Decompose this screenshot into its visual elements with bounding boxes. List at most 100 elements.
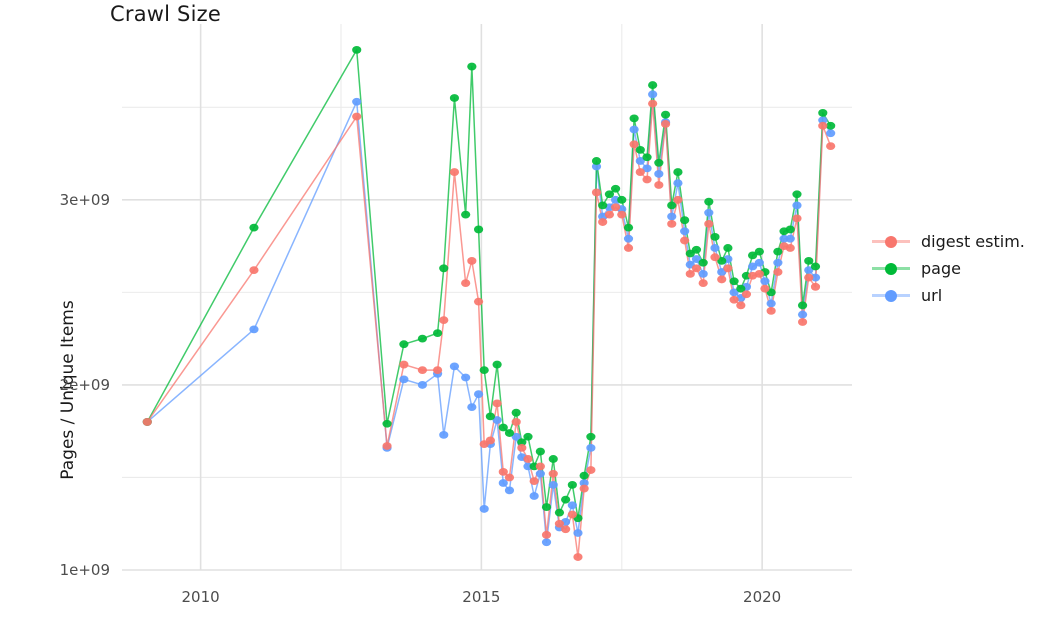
data-point (352, 46, 362, 54)
data-point (717, 257, 727, 265)
x-tick-label: 2010 (181, 588, 220, 606)
data-point (591, 157, 602, 165)
data-point (704, 219, 714, 228)
data-point (792, 214, 802, 223)
data-point (504, 429, 515, 437)
data-point (680, 236, 690, 245)
legend-item[interactable]: digest estim. (872, 228, 1052, 255)
data-point (766, 306, 776, 315)
legend-label: url (921, 286, 943, 305)
data-point (432, 366, 443, 375)
data-point (492, 360, 502, 369)
data-point (797, 310, 808, 319)
data-point (680, 216, 690, 225)
data-point (467, 257, 477, 265)
y-tick-label: 1e+09 (59, 561, 110, 579)
data-point (698, 258, 708, 267)
data-point (680, 227, 690, 236)
legend-key-icon (872, 228, 910, 255)
data-point (629, 114, 639, 123)
data-point (473, 225, 484, 234)
data-point (573, 553, 583, 561)
data-point (548, 455, 558, 463)
data-point (741, 290, 752, 299)
data-point (685, 269, 695, 278)
data-point (617, 210, 627, 219)
data-point (449, 168, 460, 176)
legend-key-dot (885, 236, 897, 248)
data-point (567, 480, 577, 489)
data-point (818, 121, 828, 130)
data-point (792, 201, 802, 210)
data-point (792, 190, 802, 199)
data-point (249, 266, 259, 275)
data-point (818, 108, 828, 117)
data-point (698, 269, 708, 278)
data-point (629, 125, 639, 134)
data-point (754, 269, 764, 278)
data-point (554, 519, 565, 528)
data-point (717, 275, 727, 284)
data-point (417, 334, 428, 343)
data-point (485, 412, 495, 421)
data-point (511, 432, 521, 441)
data-point (249, 325, 259, 334)
data-point (586, 466, 596, 474)
data-point (399, 375, 409, 384)
legend-item[interactable]: page (872, 255, 1052, 282)
data-point (642, 175, 652, 184)
data-point (654, 158, 664, 167)
data-point (623, 223, 634, 232)
data-point (541, 538, 552, 547)
data-point (591, 162, 602, 171)
data-point (736, 284, 746, 293)
data-point (498, 479, 508, 487)
data-point (826, 129, 836, 138)
data-point (535, 462, 545, 471)
data-point (654, 170, 664, 178)
data-point (439, 264, 449, 273)
data-point (382, 419, 392, 428)
data-point (449, 94, 460, 102)
data-point (598, 201, 608, 210)
data-point (511, 418, 521, 426)
data-point (691, 264, 702, 273)
data-point (535, 447, 545, 456)
data-point (498, 468, 508, 476)
data-point (648, 81, 658, 89)
legend-item[interactable]: url (872, 282, 1052, 309)
data-point (797, 318, 808, 326)
data-point (517, 443, 527, 452)
data-point (498, 423, 508, 432)
data-point (467, 62, 477, 71)
y-tick-label: 3e+09 (59, 190, 110, 209)
data-point (673, 168, 683, 176)
data-point (766, 299, 776, 308)
data-point (754, 258, 764, 267)
data-point (760, 284, 770, 293)
data-point (748, 262, 758, 271)
data-point (399, 340, 409, 349)
data-point (554, 508, 565, 517)
data-point (591, 188, 602, 197)
data-point (492, 399, 502, 408)
data-point (667, 201, 677, 210)
data-point (804, 273, 814, 282)
data-point (642, 164, 652, 173)
legend-key-dot (885, 263, 897, 275)
data-point (473, 297, 484, 306)
data-point (729, 288, 739, 297)
data-point (729, 295, 739, 304)
x-tick-label: 2015 (462, 588, 501, 606)
data-point (399, 360, 409, 369)
chart-title: Crawl Size (110, 2, 221, 26)
data-point (773, 268, 783, 276)
data-point (449, 362, 460, 371)
legend-key-dot (885, 290, 897, 302)
data-point (511, 408, 521, 417)
data-point (523, 455, 533, 463)
data-point (785, 244, 795, 252)
data-point (623, 244, 634, 252)
